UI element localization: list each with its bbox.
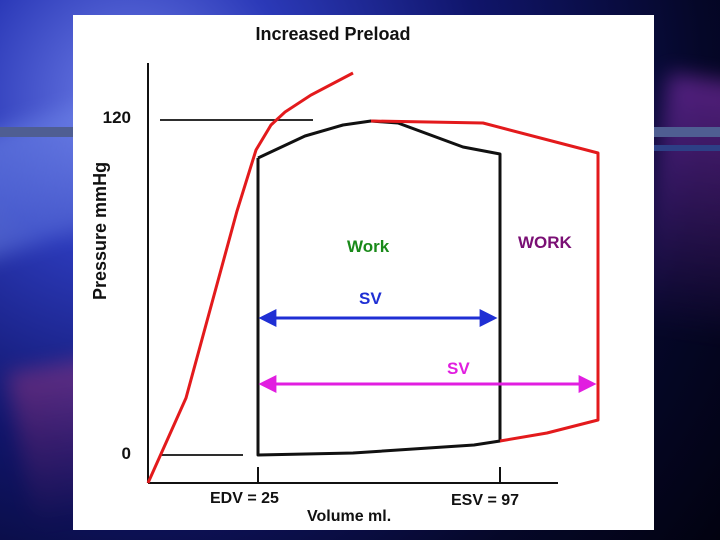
inner-work-label: Work [347, 237, 390, 256]
edv-label: EDV = 25 [210, 490, 279, 507]
esv-label: ESV = 97 [451, 492, 519, 509]
y-tick-120: 120 [103, 108, 131, 127]
baseline-pv-loop [256, 119, 502, 457]
x-axis-label: Volume ml. [307, 508, 391, 525]
right-accent-bar [654, 127, 720, 137]
y-tick-0: 0 [122, 444, 131, 463]
outer-work-label: WORK [518, 233, 573, 252]
y-axis-label: Pressure mmHg [90, 162, 110, 300]
diagram-panel: Increased Preload 120 0 Pressure mmHg ED… [73, 15, 654, 530]
outer-sv-label: SV [447, 359, 470, 378]
diagram-title: Increased Preload [255, 24, 410, 44]
increased-preload-pv-loop [370, 119, 600, 443]
right-accent-bar [654, 145, 720, 151]
preload-curve [146, 71, 354, 484]
inner-sv-label: SV [359, 289, 382, 308]
left-accent-bar [0, 127, 73, 137]
pressure-volume-diagram: Increased Preload 120 0 Pressure mmHg ED… [90, 24, 600, 525]
